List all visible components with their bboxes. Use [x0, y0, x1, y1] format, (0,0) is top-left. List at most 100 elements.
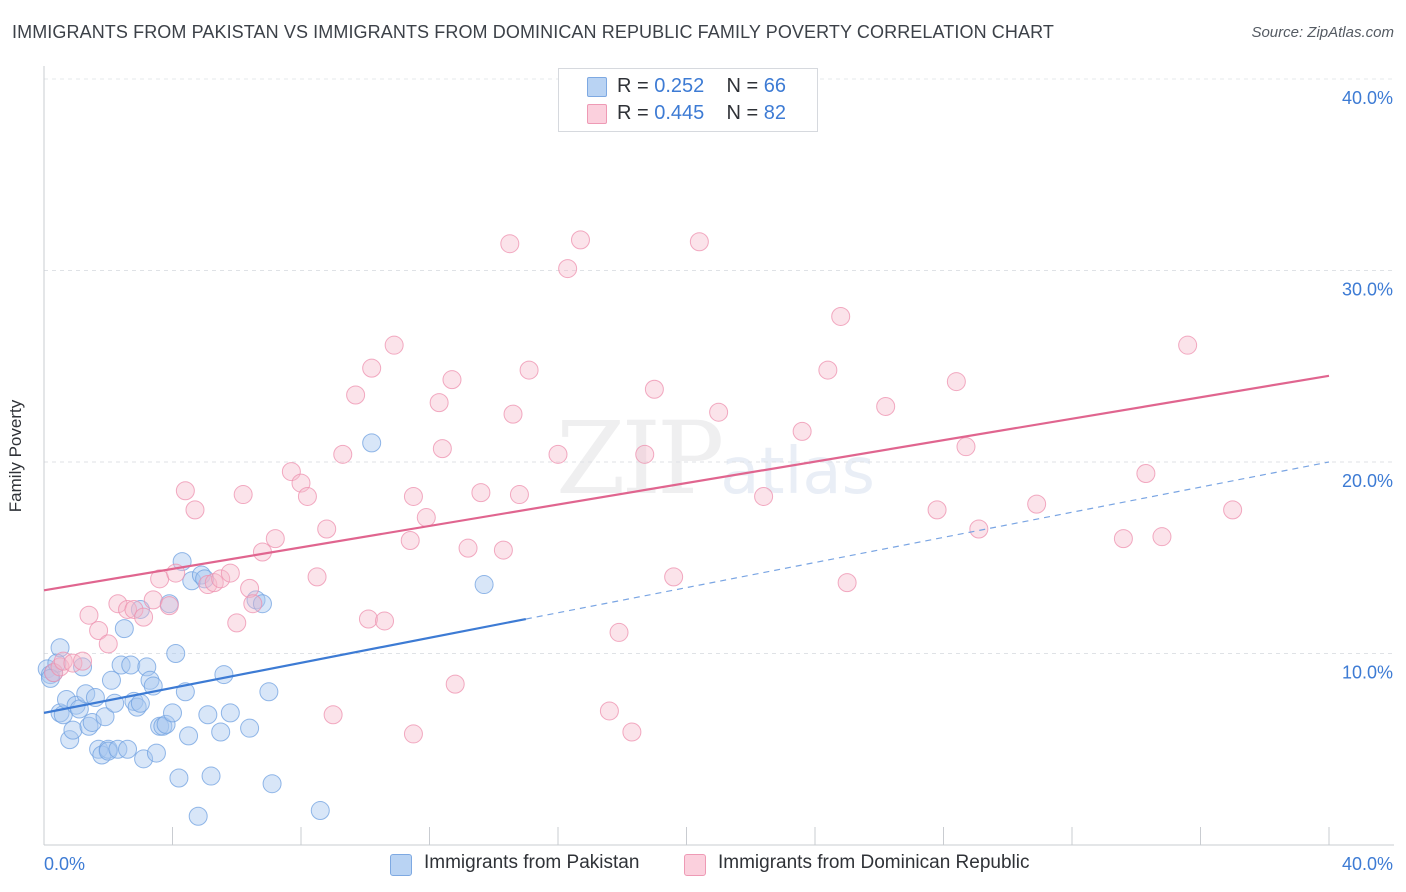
dominican-point — [503, 404, 523, 424]
dominican-point — [664, 567, 684, 587]
dominican-point — [403, 486, 423, 506]
dominican-point — [609, 622, 629, 642]
dominican-point — [493, 540, 513, 560]
dominican-point — [927, 500, 947, 520]
dominican-point — [458, 538, 478, 558]
legend-n-value: 82 — [763, 102, 787, 124]
legend-r-value: 0.445 — [654, 102, 705, 124]
pakistan-point — [108, 739, 128, 759]
pakistan-point — [163, 703, 182, 723]
dominican-point — [333, 444, 353, 464]
dominican-point — [818, 360, 838, 380]
dominican-point — [429, 393, 449, 413]
pakistan-point — [121, 655, 141, 675]
pakistan-point — [166, 644, 186, 663]
pakistan-point — [156, 714, 176, 734]
dominican-point — [1223, 500, 1243, 520]
dominican-point — [548, 444, 568, 464]
dominican-point — [265, 529, 285, 549]
dominican-point — [500, 234, 520, 254]
dominican-point — [323, 705, 343, 725]
dominican-point — [362, 358, 382, 378]
x-tick-label-max: 40.0% — [1342, 854, 1393, 874]
bottom-legend-swatch-pakistan — [390, 854, 412, 876]
dominican-point — [53, 651, 73, 671]
bottom-legend-label: Immigrants from Pakistan — [424, 852, 640, 873]
watermark-atlas: atlas — [720, 435, 875, 509]
legend-swatch-dominican — [587, 104, 607, 124]
legend-r-value: 0.252 — [654, 75, 705, 97]
dominican-point — [79, 605, 99, 625]
dominican-point — [831, 306, 851, 326]
pakistan-point — [89, 739, 109, 759]
dominican-point — [1178, 335, 1198, 355]
dominican-point — [143, 590, 163, 610]
dominican-point — [1027, 494, 1047, 514]
pakistan-point — [179, 726, 199, 746]
dominican-point — [689, 232, 709, 252]
legend-r-label: R = — [617, 75, 649, 97]
pakistan-point — [310, 801, 330, 821]
dominican-point — [754, 486, 774, 506]
dominican-point — [709, 402, 729, 422]
dominican-point — [509, 485, 529, 505]
dominican-point — [159, 596, 179, 616]
pakistan-point — [79, 716, 99, 736]
dominican-point — [243, 594, 263, 614]
dominican-point — [599, 701, 619, 721]
dominican-point — [519, 360, 539, 380]
axes — [43, 66, 1394, 846]
trend-lines — [43, 374, 1330, 714]
bottom-legend-label: Immigrants from Dominican Republic — [718, 852, 1030, 873]
dominican-point — [876, 396, 896, 416]
dominican-point — [570, 230, 590, 250]
pakistan-point — [101, 670, 121, 690]
dominican-point — [622, 722, 642, 742]
dominican-point — [98, 634, 118, 654]
pakistan-point — [188, 806, 208, 826]
pakistan-point — [201, 766, 221, 786]
pakistan-point — [146, 743, 166, 763]
y-axis-label: Family Poverty — [6, 399, 25, 513]
dominican-point — [73, 651, 93, 671]
gridlines — [44, 78, 1394, 654]
pakistan-point — [140, 670, 160, 690]
pakistan-point — [114, 619, 134, 639]
dominican-point — [969, 519, 989, 539]
pakistan-point — [153, 716, 173, 736]
dominican-point — [384, 335, 404, 355]
pakistan-point — [259, 682, 279, 702]
pakistan-point — [73, 657, 93, 677]
dominican-point — [403, 724, 423, 744]
dominican-point — [400, 531, 420, 551]
legend-n-label: N = — [726, 102, 759, 124]
dominican-point — [124, 599, 144, 619]
source-label: Source: ZipAtlas.com — [1251, 24, 1394, 41]
dominican-point — [792, 421, 812, 441]
dominican-point — [50, 657, 70, 677]
dominican-point — [375, 611, 395, 631]
dominican-points — [44, 230, 1243, 744]
pakistan-point — [118, 739, 138, 759]
pakistan-point — [252, 594, 272, 614]
pakistan-point — [169, 768, 189, 788]
y-tick-label: 20.0% — [1342, 471, 1393, 491]
dominican-point — [346, 385, 366, 405]
y-tick-label: 10.0% — [1342, 663, 1393, 683]
pakistan-point — [474, 575, 494, 595]
dominican-point — [211, 569, 231, 589]
dominican-point — [1136, 463, 1156, 483]
pakistan-point — [240, 718, 260, 738]
dominican-point — [185, 500, 205, 520]
dominican-point — [946, 372, 966, 392]
y-tick-label: 30.0% — [1342, 280, 1393, 300]
dominican-point — [635, 444, 655, 464]
legend: R = 0.252 N = 66 R = 0.445 N = 82 — [558, 68, 818, 132]
dominican-point — [1152, 527, 1172, 547]
dominican-point — [233, 485, 253, 505]
pakistan-trend-line — [43, 617, 527, 714]
pakistan-point — [98, 741, 118, 761]
pakistan-point — [95, 707, 115, 727]
dominican-point — [63, 653, 83, 673]
x-tick-label-min: 0.0% — [44, 854, 85, 874]
